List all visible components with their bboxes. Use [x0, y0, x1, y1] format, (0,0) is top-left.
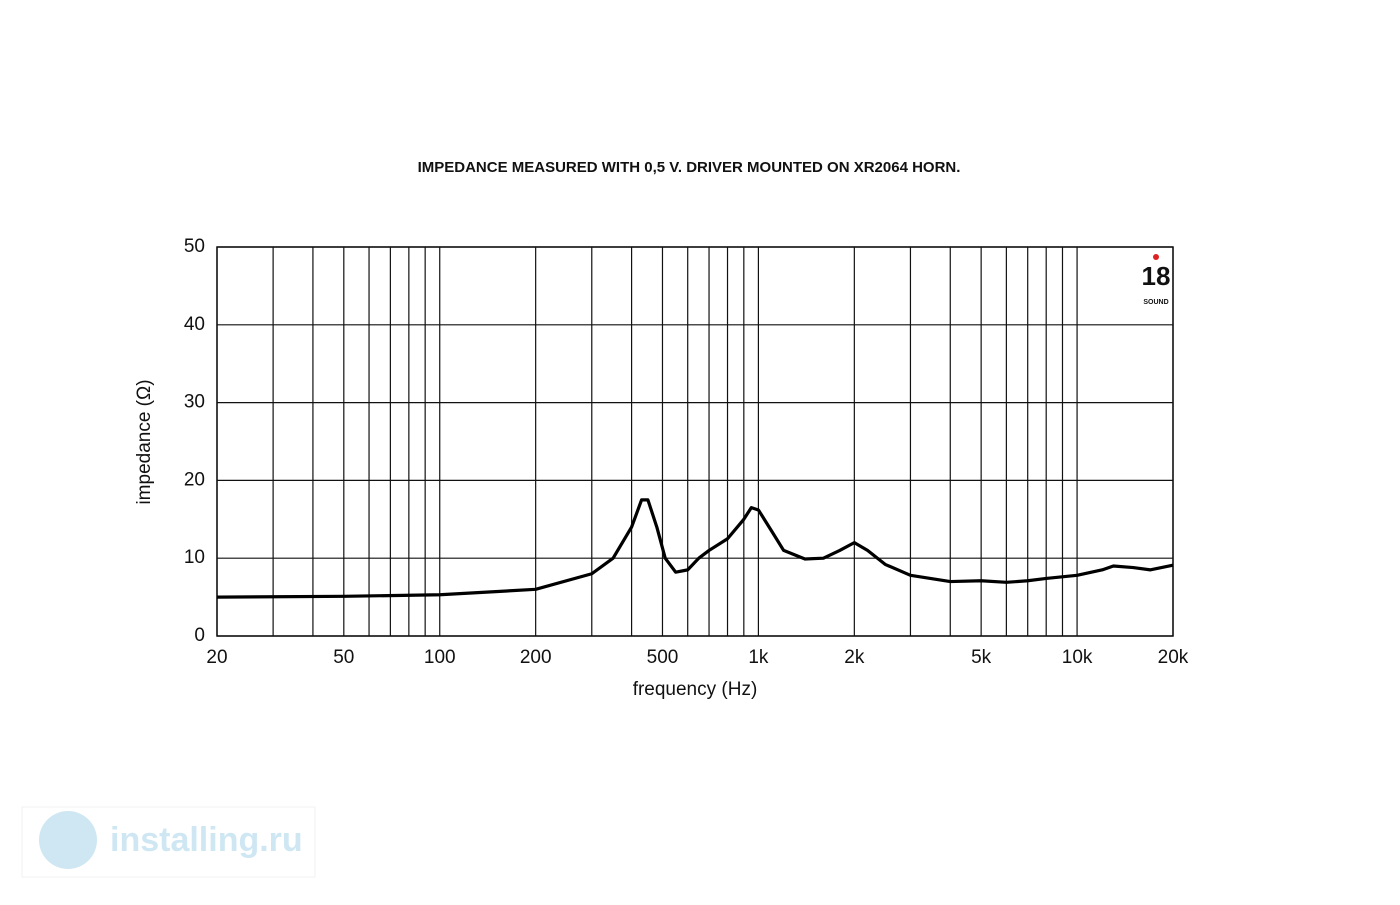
x-tick-label: 500: [647, 647, 679, 668]
watermark-text: installing.ru: [110, 821, 303, 859]
y-tick-label: 40: [184, 314, 205, 335]
logo-number: 18: [1142, 261, 1171, 291]
x-tick-label: 50: [333, 647, 354, 668]
x-tick-label: 100: [424, 647, 456, 668]
logo-text: SOUND: [1143, 299, 1168, 306]
plot-frame: [216, 246, 1174, 637]
y-tick-label: 20: [184, 469, 205, 490]
impedance-line: [216, 498, 1174, 599]
watermark-icon: [39, 811, 97, 869]
x-tick-label: 2k: [844, 647, 865, 668]
x-tick-label: 20k: [1158, 647, 1189, 668]
x-tick-label: 1k: [748, 647, 769, 668]
x-tick-label: 5k: [971, 647, 992, 668]
watermark: installing.ru: [21, 806, 316, 878]
y-tick-label: 0: [194, 625, 205, 646]
logo-star: [1153, 254, 1159, 260]
logo: 18 SOUND: [1142, 254, 1171, 306]
chart-title: IMPEDANCE MEASURED WITH 0,5 V. DRIVER MO…: [418, 159, 961, 176]
y-tick-label: 50: [184, 236, 205, 257]
x-tick-label: 10k: [1062, 647, 1093, 668]
x-axis-label: frequency (Hz): [633, 679, 758, 700]
x-tick-label: 200: [520, 647, 552, 668]
y-tick-label: 30: [184, 392, 205, 413]
y-tick-label: 10: [184, 547, 205, 568]
y-axis-label: impedance (Ω): [134, 379, 155, 504]
x-tick-label: 20: [206, 647, 227, 668]
